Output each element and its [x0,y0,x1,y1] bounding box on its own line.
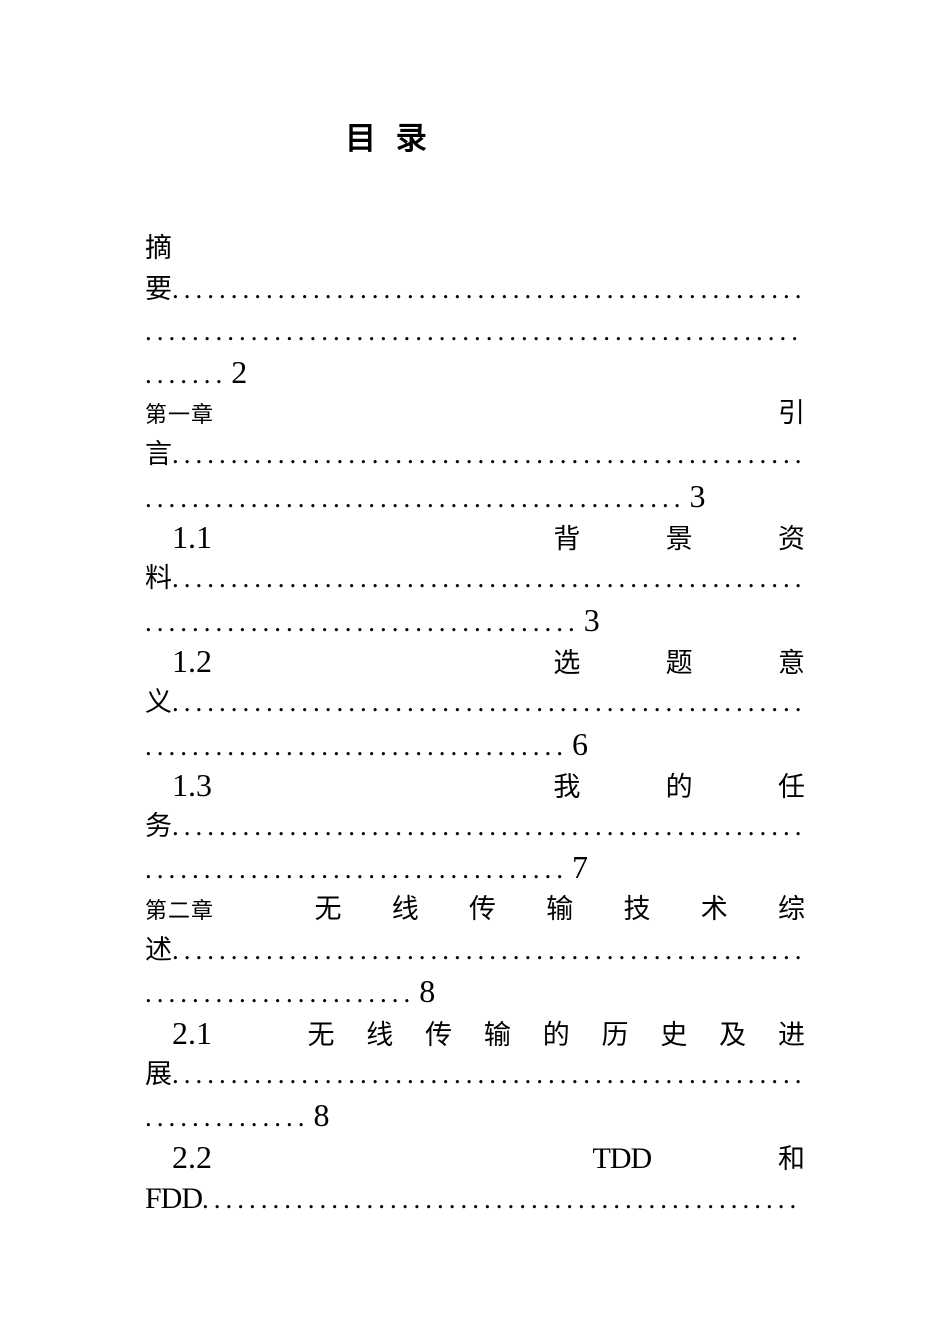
toc-line-abstract-wrap: 要.......................................… [145,269,805,310]
entry-char: 背 [553,524,581,555]
toc-line-ch1-head: 第一章 引 [145,393,805,434]
dot-leader: ........................................… [172,274,805,305]
toc-line-2-2-wrap: FDD.....................................… [145,1178,805,1219]
entry-char: TDD [592,1141,653,1175]
dot-leader: ..................................... [145,606,580,637]
entry-char: 传 [425,1019,453,1050]
dot-leader: ........................................… [172,563,805,594]
toc-line-ch2-wrap: 述.......................................… [145,930,805,971]
dot-leader: .................................... [145,730,568,761]
toc-line-2-1-wrap: 展.......................................… [145,1054,805,1095]
entry-text: 引 [778,398,805,429]
toc-line-ch1-wrap: 言.......................................… [145,434,805,475]
dot-leader: ........................................… [172,687,805,718]
section-label: 1.2 [172,642,212,679]
toc-line-1-3-wrap: 务.......................................… [145,806,805,847]
entry-text: 务 [145,811,172,842]
entry-char: 景 [665,524,693,555]
entry-char: 输 [483,1019,511,1050]
toc-line-ch1-page: ........................................… [145,476,805,517]
toc-line-1-3-head: 1.3 我 的 任 [145,765,805,806]
entry-text: FDD [145,1181,203,1215]
toc-line-1-3-page: .................................... 7 [145,847,805,888]
dot-leader: ........................................… [172,811,805,842]
entry-char: 综 [778,893,805,924]
page-number: 3 [689,477,706,514]
toc-line-ch2-head: 第二章 无 线 传 输 技 术 综 [145,889,805,930]
section-label: 1.1 [172,519,212,556]
entry-char: 线 [391,893,419,924]
entry-char: 史 [660,1019,688,1050]
dot-leader: ........................................… [172,935,805,966]
toc-line-abstract-leader: ........................................… [145,311,805,352]
entry-text: 料 [145,563,172,594]
chapter-label: 第一章 [145,402,215,428]
entry-char: 线 [366,1019,394,1050]
entry-char: 和 [778,1143,805,1174]
toc-line-1-1-head: 1.1 背 景 资 [145,517,805,558]
entry-char: 意 [777,647,805,678]
entry-char: 的 [542,1019,570,1050]
entry-char: 我 [553,771,581,802]
dot-leader: ........................................… [172,1058,805,1089]
entry-char: 无 [307,1019,335,1050]
entry-text: 要 [145,274,172,305]
entry-text: 言 [145,439,172,470]
section-label: 1.3 [172,766,212,803]
entry-char: 术 [700,893,728,924]
dot-leader: ........................................… [145,482,686,513]
dot-leader: ....... [145,358,228,389]
entry-char: 输 [546,893,574,924]
page-number: 8 [313,1097,330,1134]
entry-text: 摘 [145,233,172,263]
page-number: 8 [419,973,436,1010]
section-label: 2.1 [172,1014,212,1051]
dot-leader: ........................................… [145,315,803,346]
entry-text: 述 [145,935,172,966]
toc-line-1-2-page: .................................... 6 [145,724,805,765]
toc-content: 目 录 摘 要.................................… [145,118,805,1219]
toc-line-abstract-head: 摘 [145,228,805,269]
entry-char: 技 [623,893,651,924]
toc-line-abstract-page: ....... 2 [145,352,805,393]
toc-line-1-2-head: 1.2 选 题 意 [145,641,805,682]
page-number: 7 [572,849,588,886]
dot-leader: ....................... [145,978,416,1009]
page-title: 目 录 [345,121,427,156]
page-number: 2 [231,353,248,390]
entry-char: 的 [665,771,693,802]
dot-leader: .................................... [145,854,568,885]
entry-char: 任 [777,771,805,802]
entry-text: 义 [145,687,172,718]
page-number: 3 [583,601,600,638]
chapter-label: 第二章 [145,897,215,923]
entry-char: 传 [469,893,497,924]
entry-char: 题 [665,647,693,678]
toc-line-2-2-head: 2.2 TDD 和 [145,1137,805,1178]
dot-leader: ........................................… [202,1183,802,1214]
dot-leader: .............. [145,1102,310,1133]
entry-char: 历 [601,1019,629,1050]
page-number: 6 [572,725,588,762]
entry-text: 展 [145,1058,172,1089]
toc-line-1-2-wrap: 义.......................................… [145,682,805,723]
toc-line-1-1-page: ..................................... 3 [145,600,805,641]
table-of-contents: 摘 要.....................................… [145,228,805,1219]
section-label: 2.2 [172,1138,212,1175]
toc-line-2-1-page: .............. 8 [145,1095,805,1136]
entry-char: 进 [777,1019,805,1050]
entry-char: 选 [553,647,581,678]
entry-char: 资 [777,524,805,555]
toc-line-ch2-page: ....................... 8 [145,971,805,1012]
dot-leader: ........................................… [172,439,805,470]
entry-char: 无 [314,893,342,924]
toc-line-1-1-wrap: 料.......................................… [145,558,805,599]
toc-line-2-1-head: 2.1 无线传输的历史及进 [145,1013,805,1054]
entry-char: 及 [719,1019,747,1050]
